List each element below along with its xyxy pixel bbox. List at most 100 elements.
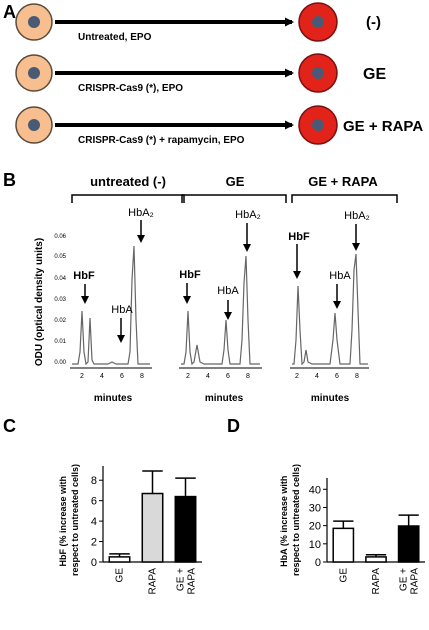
category-label: GE (338, 568, 349, 583)
y-tick-label: 6 (91, 496, 97, 508)
y-axis-label-line-1: HbA (% increase with (279, 476, 289, 567)
chromatogram-trace (72, 245, 150, 366)
peak-label-hba2: HbA₂ (344, 210, 370, 222)
bar (108, 556, 131, 563)
y-tick-label: 10 (309, 539, 321, 551)
peak-label-hba: HbA (111, 304, 133, 316)
panel-title: GE (226, 174, 245, 189)
erythroid-cell-icon (298, 53, 338, 93)
y-tick-label: 0.06 (54, 234, 66, 240)
arrow-label: CRISPR-Cas9 (*) + rapamycin, EPO (78, 135, 245, 146)
y-axis-label-line-2: respect to untreated cells) (291, 464, 301, 576)
erythroid-cell-icon (298, 105, 338, 145)
panel-title: untreated (-) (90, 174, 166, 189)
peak-label-hbf: HbF (73, 270, 95, 282)
category-label-line: GE + (176, 568, 187, 591)
x-tick-label: 6 (335, 373, 339, 380)
y-tick-label: 0.01 (54, 339, 66, 345)
bar (141, 492, 164, 563)
x-tick-label: 8 (246, 373, 250, 380)
x-tick-label: 4 (100, 373, 104, 380)
panel-a-letter: A (3, 2, 16, 22)
chromatogram-trace (181, 255, 260, 366)
arrow-label: CRISPR-Cas9 (*), EPO (78, 83, 183, 94)
chromatogram-trace (292, 253, 368, 366)
panel-b-letter: B (3, 170, 16, 190)
x-tick-label: 8 (140, 373, 144, 380)
progenitor-cell-icon (15, 3, 53, 41)
peak-label-hba: HbA (329, 270, 351, 282)
peak-label-hba2: HbA₂ (235, 209, 261, 221)
x-tick-label: 4 (206, 373, 210, 380)
x-axis-title: minutes (311, 393, 350, 404)
bar (174, 495, 197, 563)
category-label-line: GE + (399, 568, 410, 591)
y-tick-label: 0 (315, 557, 321, 569)
x-tick-label: 2 (186, 373, 190, 380)
progenitor-cell-icon (15, 106, 53, 144)
erythroid-cell-icon (298, 2, 338, 42)
category-label: GE (115, 568, 126, 583)
y-axis-label-line-2: respect to untreated cells) (70, 464, 80, 576)
x-tick-label: 8 (355, 373, 359, 380)
y-tick-label: 30 (309, 502, 321, 514)
panel-a: A Untreated, EPO (-) CRISPR-Cas9 (*), EP… (3, 2, 423, 146)
y-tick-label: 0.04 (54, 276, 66, 282)
category-label: RAPA (371, 568, 382, 595)
x-tick-label: 6 (226, 373, 230, 380)
x-tick-label: 6 (120, 373, 124, 380)
y-tick-label: 2 (91, 537, 97, 549)
progenitor-cell-icon (15, 54, 53, 92)
chromatogram-ge: GE HbF HbA HbA₂ 2 4 6 8 minutes (179, 174, 287, 404)
panel-c: C HbF (% increase with respect to untrea… (3, 416, 202, 595)
y-tick-label: 8 (91, 475, 97, 487)
y-tick-label: 40 (309, 484, 321, 496)
panel-b: B ODU (optical density units) 0.06 0.05 … (3, 170, 398, 404)
x-tick-label: 2 (80, 373, 84, 380)
y-tick-label: 0.02 (54, 318, 66, 324)
peak-label-hbf: HbF (288, 231, 310, 243)
panel-d-letter: D (227, 416, 240, 436)
peak-label-hba: HbA (217, 285, 239, 297)
y-axis-label: ODU (optical density units) (34, 238, 45, 366)
y-axis-label-line-1: HbF (% increase with (58, 476, 68, 567)
panel-c-letter: C (3, 416, 16, 436)
x-tick-label: 2 (295, 373, 299, 380)
category-label-line: RAPA (410, 568, 421, 595)
category-label: GE +RAPA (399, 568, 421, 595)
chromatogram-ge-rapa: GE + RAPA HbF HbA HbA₂ 2 4 6 8 minutes (288, 174, 398, 404)
panel-d: D HbA (% increase with respect to untrea… (227, 416, 425, 595)
peak-label-hba2: HbA₂ (128, 207, 154, 219)
peak-label-hbf: HbF (179, 269, 201, 281)
outcome-label: (-) (366, 14, 381, 31)
outcome-label: GE (363, 66, 386, 83)
y-tick-label: 0.00 (54, 360, 66, 366)
y-tick-label: 0 (91, 557, 97, 569)
y-axis-label: HbA (% increase with respect to untreate… (279, 464, 301, 576)
outcome-label: GE + RAPA (343, 118, 423, 135)
category-label-line: RAPA (187, 568, 198, 595)
y-tick-labels: 0.06 0.05 0.04 0.03 0.02 0.01 0.00 (54, 234, 66, 366)
chromatogram-untreated: untreated (-) HbF HbA HbA₂ 2 4 6 8 minut… (70, 174, 185, 404)
bar (332, 527, 355, 563)
y-tick-label: 4 (91, 516, 97, 528)
x-axis-title: minutes (94, 393, 133, 404)
bar (365, 556, 387, 563)
y-tick-label: 0.03 (54, 297, 66, 303)
panel-a-row-1: Untreated, EPO (-) (15, 2, 381, 43)
y-axis-label: HbF (% increase with respect to untreate… (58, 464, 80, 576)
bracket (181, 194, 287, 203)
y-tick-label: 0.05 (54, 254, 66, 260)
bracket (291, 194, 398, 203)
category-label: RAPA (148, 568, 159, 595)
category-label: GE +RAPA (176, 568, 198, 595)
y-tick-label: 20 (309, 521, 321, 533)
x-tick-label: 4 (315, 373, 319, 380)
panel-a-row-2: CRISPR-Cas9 (*), EPO GE (15, 53, 386, 94)
arrow-label: Untreated, EPO (78, 32, 152, 43)
bracket (71, 194, 185, 203)
x-axis-title: minutes (205, 393, 244, 404)
